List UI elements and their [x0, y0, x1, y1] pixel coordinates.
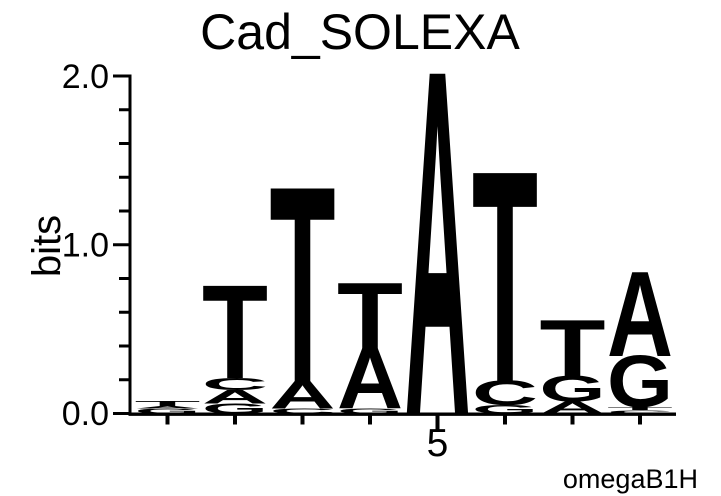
y-tick-label-0.0: 0.0 — [62, 395, 109, 433]
logo-letter-T: T — [607, 406, 673, 412]
logo-letter-G: G — [540, 368, 606, 409]
y-axis-title: bits — [25, 215, 69, 277]
logo-letter-C: C — [202, 374, 268, 393]
logo-letter-T: T — [337, 262, 403, 370]
logo-letter-T: T — [202, 258, 268, 408]
logo-letter-C: C — [270, 407, 336, 415]
logo-letter-A: A — [270, 373, 336, 417]
logo-letter-G: G — [135, 407, 201, 415]
axis-ticks — [113, 74, 642, 431]
logo-letter-T: T — [540, 303, 606, 394]
logo-letter-T: T — [472, 107, 538, 445]
y-tick-label-2.0: 2.0 — [62, 58, 109, 96]
logo-letter-C: C — [472, 374, 538, 413]
logo-letter-G: G — [607, 339, 673, 423]
signature-label: omegaB1H — [563, 464, 698, 494]
logo-letter-T: T — [135, 399, 201, 407]
logo-letter-A: A — [337, 330, 403, 427]
logo-letter-C: C — [607, 409, 673, 415]
logo-letter-A: A — [135, 405, 201, 409]
logo-letter-G: G — [337, 407, 403, 415]
logo-letter-A: A — [405, 0, 471, 496]
logo-letter-A: A — [540, 398, 606, 417]
chart-title: Cad_SOLEXA — [200, 4, 520, 60]
logo-letter-G: G — [472, 402, 538, 416]
logo-letter-T: T — [270, 127, 336, 441]
logo-letter-A: A — [607, 246, 673, 383]
x-tick-label-5: 5 — [427, 422, 449, 465]
logo-letter-A: A — [202, 386, 268, 408]
y-tick-label-1.0: 1.0 — [62, 227, 109, 265]
logo-letter-G: G — [202, 400, 268, 417]
